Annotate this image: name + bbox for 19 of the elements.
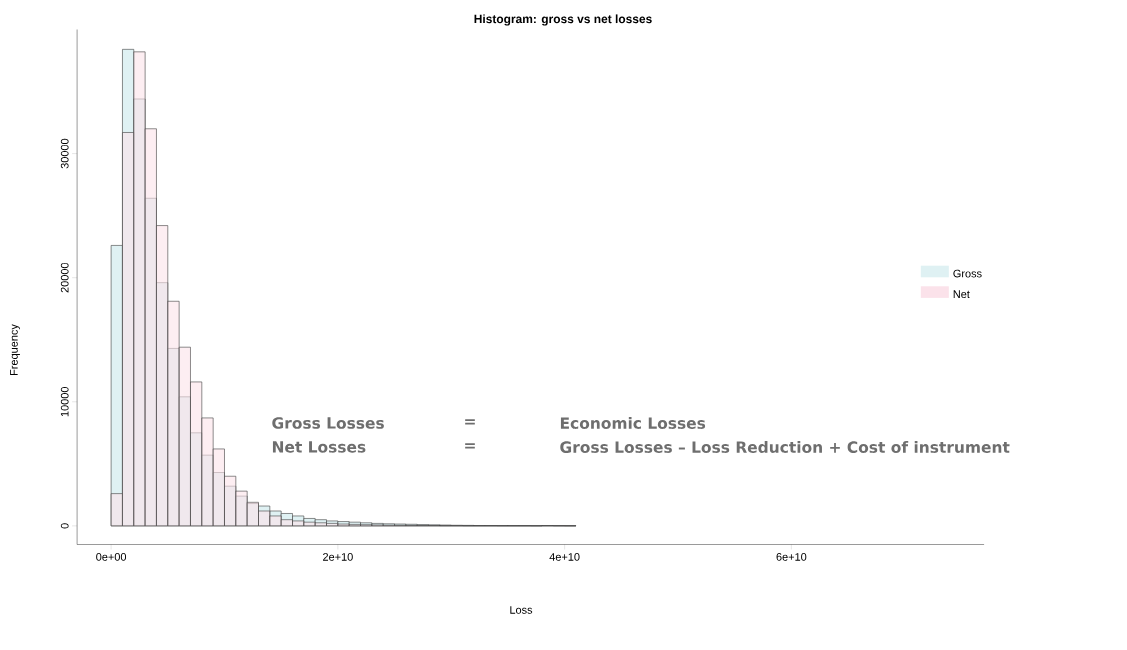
legend-label: Net (953, 290, 970, 299)
y-tick-label: 20000 (60, 262, 69, 293)
x-tick-label: 4e+10 (549, 553, 580, 561)
annotation: Gross Losses (272, 417, 384, 429)
y-tick-label: 30000 (60, 138, 69, 169)
annotation: = (465, 419, 475, 425)
legend-label: Gross (953, 269, 982, 278)
x-tick-label: 6e+10 (776, 553, 807, 561)
annotation: Economic Losses (560, 417, 706, 429)
annotation: Gross Losses – Loss Reduction + Cost of instrument (560, 441, 1010, 453)
y-tick-label: 10000 (60, 387, 69, 417)
x-axis-title: Loss (510, 606, 533, 614)
chart-title: Histogram: gross vs net losses (474, 14, 652, 26)
y-tick-label: 0 (60, 523, 69, 529)
annotation: = (465, 443, 475, 449)
x-tick-label: 0e+00 (96, 553, 127, 561)
x-tick-label: 2e+10 (323, 553, 353, 561)
annotation: Net Losses (272, 441, 366, 453)
y-axis-title: Frequency (10, 324, 20, 375)
